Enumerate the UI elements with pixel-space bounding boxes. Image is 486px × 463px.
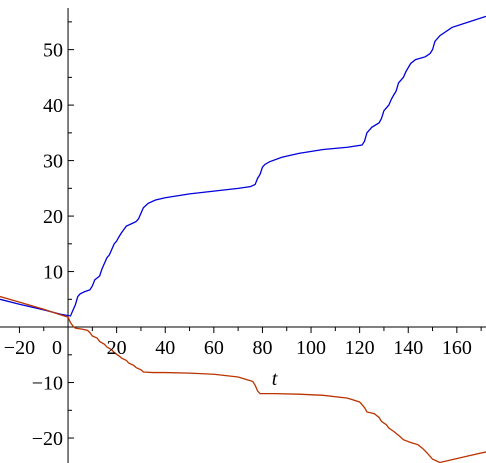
x-tick-label: 20 [107, 337, 127, 359]
chart-ticks [18, 21, 482, 439]
chart-axes [0, 8, 486, 463]
y-tick-label: 20 [43, 206, 63, 228]
x-tick-label: 100 [296, 337, 326, 359]
chart-series [0, 15, 486, 463]
y-tick-label: −10 [32, 373, 63, 395]
series-line-2 [0, 295, 486, 463]
y-tick-label: 40 [43, 95, 63, 117]
x-tick-label: 80 [252, 337, 272, 359]
x-tick-label: 140 [393, 337, 423, 359]
x-axis-title: t [272, 368, 278, 390]
y-tick-label: 10 [43, 262, 63, 284]
x-tick-label: −20 [4, 337, 35, 359]
x-tick-label: 160 [442, 337, 472, 359]
y-tick-label: 30 [43, 151, 63, 173]
x-tick-label: 120 [345, 337, 375, 359]
x-tick-label: 40 [155, 337, 175, 359]
chart-tick-labels: −20 0 20 40 60 80 100 120 140 160 −20 −10 10 20 30 40 50… [4, 40, 472, 450]
y-tick-label: 50 [43, 40, 63, 62]
y-tick-label: −20 [32, 428, 63, 450]
series-line-1 [0, 15, 486, 317]
x-tick-label: 60 [204, 337, 224, 359]
x-tick-label: 0 [52, 337, 62, 359]
